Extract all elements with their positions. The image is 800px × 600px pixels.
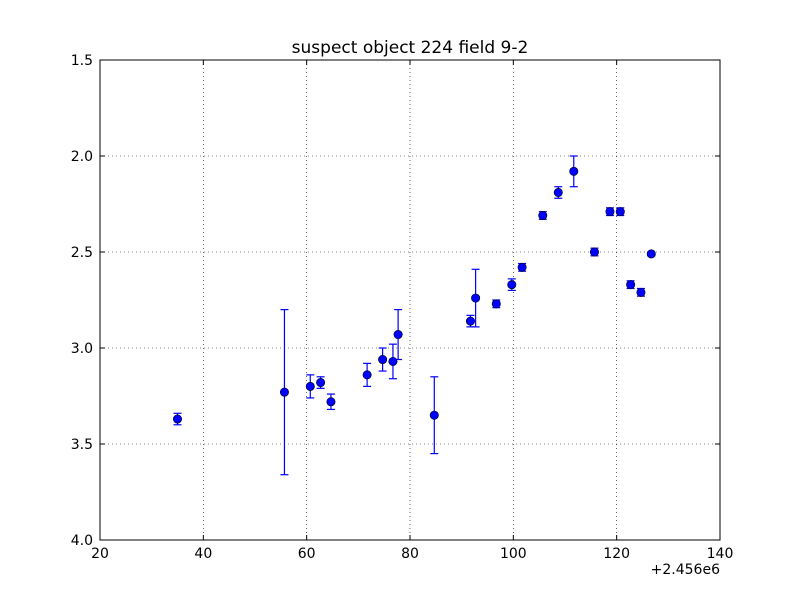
data-point: [569, 166, 579, 176]
data-point: [316, 378, 326, 388]
data-point: [305, 381, 315, 391]
data-points: [173, 166, 656, 424]
data-point: [388, 356, 398, 366]
data-point: [646, 249, 656, 259]
data-point: [605, 207, 615, 217]
data-point: [636, 287, 646, 297]
data-point: [173, 414, 183, 424]
x-tick-label: 80: [401, 546, 419, 562]
axis-ticks: 20 40 60 80 100 120 140 1.5 2.0 2.5 3.0 3.5 4.0: [71, 53, 734, 562]
chart-title: suspect object 224 field 9-2: [292, 38, 529, 58]
data-point: [429, 410, 439, 420]
y-tick-label: 2.5: [71, 245, 93, 261]
data-point: [538, 211, 548, 221]
y-tick-label: 3.5: [71, 437, 93, 453]
data-point: [279, 387, 289, 397]
y-tick-label: 4.0: [71, 533, 93, 549]
grid-lines: [100, 60, 720, 540]
data-point: [393, 330, 403, 340]
data-point: [553, 187, 563, 197]
x-tick-label: 100: [500, 546, 527, 562]
data-point: [471, 293, 481, 303]
data-point: [465, 316, 475, 326]
error-bars: [173, 155, 656, 476]
x-tick-label: 40: [194, 546, 212, 562]
x-tick-label: 120: [603, 546, 630, 562]
x-offset-label: +2.456e6: [651, 562, 720, 578]
data-point: [626, 280, 636, 290]
data-point: [362, 370, 372, 380]
data-point: [615, 207, 625, 217]
y-tick-label: 3.0: [71, 341, 93, 357]
x-tick-label: 60: [298, 546, 316, 562]
data-point: [378, 355, 388, 365]
data-point: [507, 280, 517, 290]
data-point: [517, 262, 527, 272]
data-point: [326, 397, 336, 407]
x-tick-label: 140: [707, 546, 734, 562]
y-tick-label: 2.0: [71, 149, 93, 165]
x-tick-label: 20: [91, 546, 109, 562]
data-point: [491, 299, 501, 309]
data-point: [589, 247, 599, 257]
y-tick-label: 1.5: [71, 53, 93, 69]
